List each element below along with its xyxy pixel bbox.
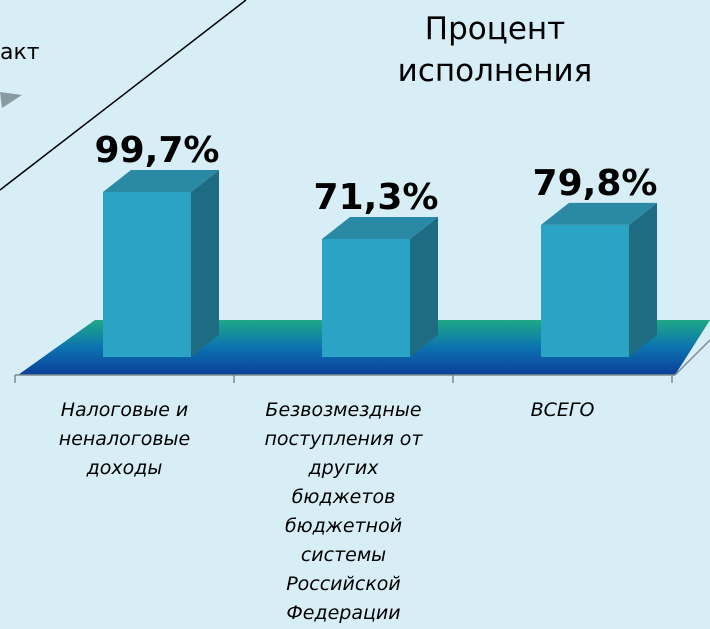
bar-side: [410, 216, 438, 357]
value-label: 79,8%: [533, 163, 658, 204]
divider-line: [0, 0, 247, 191]
bar: [103, 191, 191, 357]
value-label: 99,7%: [95, 130, 220, 171]
bar-top: [322, 216, 438, 239]
bar: [541, 224, 629, 357]
bar-side: [191, 169, 219, 357]
x-tick-label: Налоговые и неналоговые доходы: [58, 399, 191, 479]
value-label: 71,3%: [314, 177, 439, 218]
bar: [322, 238, 410, 357]
annotation: акт: [0, 40, 40, 65]
x-tick-label: Безвозмездные поступления от других бюдж…: [264, 399, 423, 624]
chart-title: Процент исполнения: [397, 11, 593, 89]
bar-top: [103, 169, 219, 192]
x-tick-label: ВСЕГО: [530, 399, 595, 421]
arrow-icon: [0, 92, 22, 108]
axis-line: [674, 339, 710, 376]
bar-side: [629, 202, 657, 357]
bar-top: [541, 202, 657, 225]
